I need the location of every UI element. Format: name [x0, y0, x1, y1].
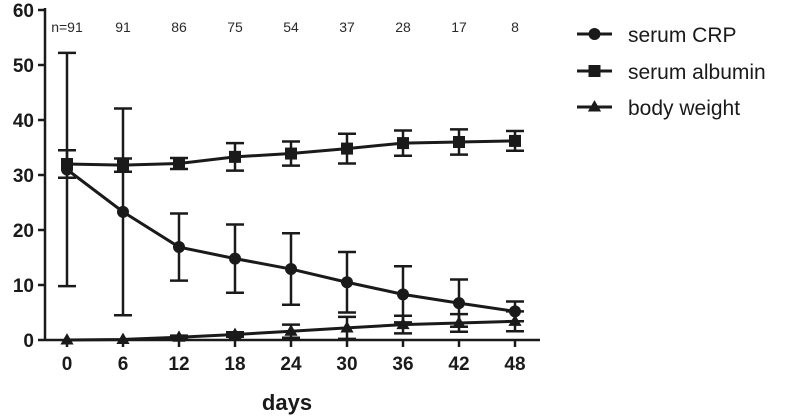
n-label: 86: [171, 19, 187, 35]
n-label: 54: [283, 19, 299, 35]
point-triangle: [228, 327, 242, 340]
x-tick-label: 6: [118, 354, 129, 375]
point-triangle: [340, 321, 354, 333]
n-label: 37: [339, 19, 355, 35]
point-circle: [341, 276, 353, 289]
legend: serum CRP serum albumin body weight: [577, 24, 766, 120]
point-square: [117, 159, 129, 172]
point-triangle: [60, 333, 74, 345]
y-tick-label: 50: [13, 56, 34, 77]
legend-label: serum CRP: [628, 24, 737, 47]
y-tick-label: 10: [13, 276, 34, 297]
point-square: [285, 147, 297, 160]
point-square: [509, 134, 521, 147]
series-layer: [58, 51, 524, 345]
point-circle: [285, 263, 297, 276]
point-square: [453, 136, 465, 148]
point-square: [61, 158, 73, 170]
point-circle: [173, 241, 185, 254]
point-circle: [117, 205, 129, 218]
x-tick-label: 48: [504, 354, 525, 375]
sample-size-labels: n=91 91 86 75 54 37 28 17 8: [51, 19, 519, 35]
point-square: [229, 150, 241, 163]
x-axis-label: days: [262, 390, 312, 415]
legend-label: serum albumin: [628, 61, 766, 84]
x-tick-label: 0: [62, 354, 73, 375]
point-square: [173, 157, 185, 170]
x-tick-label: 42: [448, 354, 469, 375]
y-tick-label: 60: [13, 1, 34, 22]
n-label: 17: [451, 19, 467, 35]
point-circle: [453, 297, 465, 310]
y-tick-label: 40: [13, 111, 34, 132]
point-circle: [397, 288, 409, 301]
point-triangle: [284, 324, 298, 336]
x-tick-label: 18: [224, 354, 245, 375]
point-square: [588, 65, 601, 77]
point-triangle: [508, 314, 522, 326]
legend-label: body weight: [628, 97, 740, 120]
n-label: 28: [395, 19, 411, 35]
point-circle: [229, 252, 241, 265]
point-square: [341, 142, 353, 155]
point-triangle: [587, 100, 602, 112]
series-triangle: [60, 310, 524, 345]
y-tick-label: 0: [23, 331, 34, 352]
point-square: [397, 137, 409, 150]
point-circle: [588, 28, 601, 40]
n-label: 8: [511, 19, 519, 35]
n-label: n=91: [51, 19, 83, 35]
point-triangle: [396, 317, 410, 330]
y-tick-label: 30: [13, 166, 34, 187]
point-triangle: [116, 332, 130, 345]
point-triangle: [452, 316, 466, 328]
axes: 0 10 20 30 40 50 60 0 6 12 18 24 30 36 42 48: [13, 1, 540, 375]
n-label: 91: [115, 19, 131, 35]
n-label: 75: [227, 19, 243, 35]
series-square: [58, 128, 524, 179]
series-circle: [58, 51, 524, 329]
x-tick-label: 24: [280, 354, 302, 375]
point-triangle: [172, 330, 186, 342]
y-tick-label: 20: [13, 221, 34, 242]
x-tick-label: 36: [392, 354, 413, 375]
x-tick-label: 12: [168, 354, 189, 375]
x-tick-label: 30: [336, 354, 357, 375]
